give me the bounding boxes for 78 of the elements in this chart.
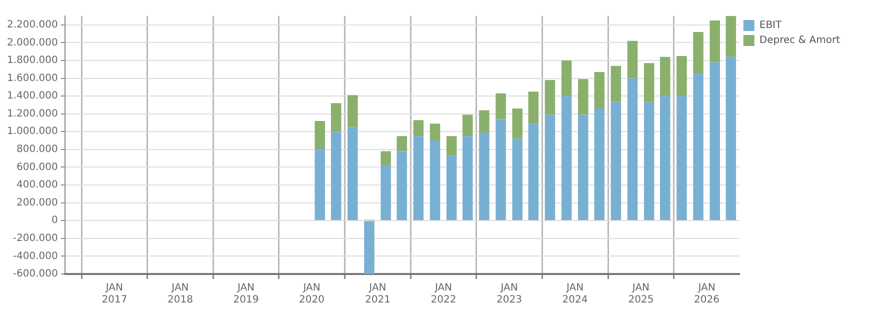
bar <box>380 151 391 166</box>
legend-label: Deprec & Amort <box>759 35 840 46</box>
y-tick-label: 1.000.000 <box>6 126 58 138</box>
bar <box>413 120 424 136</box>
bar <box>710 20 720 62</box>
x-tick-label: JAN 2019 <box>233 282 259 306</box>
bar <box>314 148 326 220</box>
bar <box>512 138 522 220</box>
bar <box>348 95 358 128</box>
bar <box>314 120 326 149</box>
bar <box>561 60 572 96</box>
bar <box>380 165 391 220</box>
x-tick-label: JAN 2023 <box>496 282 522 306</box>
bar <box>544 114 556 220</box>
bar <box>627 40 638 78</box>
y-tick-label: 2.000.000 <box>6 37 58 48</box>
bar <box>610 66 622 102</box>
bar <box>660 56 670 96</box>
bar <box>496 93 506 120</box>
bar <box>528 124 539 220</box>
bar <box>578 79 588 115</box>
x-tick-label: JAN 2024 <box>562 282 588 306</box>
bar <box>528 92 539 124</box>
bar <box>544 80 556 115</box>
bar <box>512 108 522 139</box>
x-tick-label: JAN 2026 <box>694 282 720 306</box>
x-tick-label: JAN 2018 <box>167 282 193 306</box>
y-tick-label: 200.000 <box>16 197 58 208</box>
y-tick-label: 1.400.000 <box>6 90 58 102</box>
y-tick-label: 800.000 <box>16 144 58 156</box>
y-tick-label: 2.200.000 <box>6 19 58 30</box>
bar <box>396 151 407 220</box>
x-tick-label: JAN 2022 <box>430 282 456 306</box>
bar <box>462 136 473 220</box>
bar <box>644 63 654 102</box>
bar <box>676 96 687 220</box>
bar <box>364 221 374 274</box>
y-tick-label: -400.000 <box>12 250 58 262</box>
y-tick-label: 400.000 <box>16 180 58 191</box>
x-tick-label: JAN 2017 <box>102 282 128 306</box>
bar <box>446 156 457 220</box>
bar <box>610 102 622 220</box>
bar <box>676 56 687 96</box>
y-tick-label: 0 <box>52 215 58 226</box>
bar <box>594 72 604 109</box>
bar <box>479 132 490 220</box>
bar <box>446 136 457 156</box>
bar <box>561 96 572 220</box>
bar <box>479 110 490 133</box>
bar <box>693 72 704 220</box>
y-tick-label: 1.800.000 <box>6 55 58 66</box>
bar <box>462 114 473 136</box>
bar <box>594 108 604 220</box>
bar <box>660 96 670 220</box>
bar <box>430 140 440 220</box>
y-tick-label: 600.000 <box>16 162 58 173</box>
bar <box>348 127 358 220</box>
bar <box>413 136 424 220</box>
bar <box>644 102 654 220</box>
x-tick-label: JAN 2021 <box>364 282 390 306</box>
y-tick-label: 1.200.000 <box>6 108 58 120</box>
bar <box>726 16 736 57</box>
y-tick-label: 1.600.000 <box>6 72 58 84</box>
y-tick-label: -600.000 <box>12 268 58 280</box>
bar <box>430 124 440 141</box>
bar <box>710 62 720 220</box>
x-tick-label: JAN 2020 <box>299 282 324 306</box>
bar <box>578 114 588 220</box>
bar <box>330 103 342 132</box>
bar <box>396 136 407 152</box>
bar <box>726 56 736 220</box>
x-tick-label: JAN 2025 <box>628 282 654 306</box>
bar <box>496 119 506 220</box>
bar <box>627 78 638 220</box>
bar <box>330 132 342 220</box>
y-tick-label: -200.000 <box>12 233 58 244</box>
bar <box>693 32 704 73</box>
legend-label: EBIT <box>759 20 782 32</box>
